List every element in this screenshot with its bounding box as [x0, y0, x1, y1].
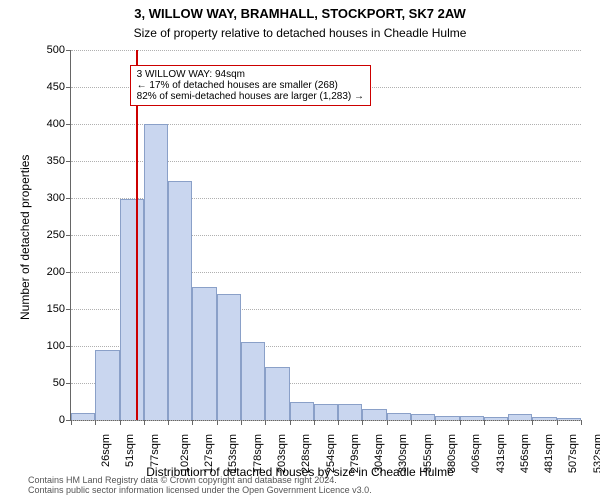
y-tick-label: 500 — [5, 44, 65, 56]
annot-line-3: 82% of semi-detached houses are larger (… — [137, 91, 364, 102]
y-tick-label: 100 — [5, 340, 65, 352]
y-tick-label: 150 — [5, 303, 65, 315]
y-tick-label: 400 — [5, 118, 65, 130]
histogram-bar — [265, 367, 289, 420]
histogram-bar — [95, 350, 119, 420]
x-tick-mark — [581, 420, 582, 425]
plot-area: 26sqm51sqm77sqm102sqm127sqm153sqm178sqm2… — [70, 50, 581, 421]
annot-line-1: 3 WILLOW WAY: 94sqm — [137, 69, 364, 80]
x-tick-mark — [314, 420, 315, 425]
y-tick-label: 450 — [5, 81, 65, 93]
histogram-bar — [144, 124, 168, 420]
histogram-bar — [411, 414, 435, 420]
x-tick-mark — [338, 420, 339, 425]
y-tick-mark — [66, 124, 71, 125]
histogram-bar — [460, 416, 484, 420]
histogram-bar — [484, 417, 508, 420]
x-tick-mark — [290, 420, 291, 425]
x-tick-mark — [217, 420, 218, 425]
histogram-bar — [314, 404, 338, 420]
x-tick-mark — [508, 420, 509, 425]
y-tick-mark — [66, 50, 71, 51]
y-tick-mark — [66, 383, 71, 384]
x-tick-mark — [557, 420, 558, 425]
y-tick-label: 200 — [5, 266, 65, 278]
x-tick-mark — [532, 420, 533, 425]
y-tick-label: 50 — [5, 377, 65, 389]
x-tick-mark — [241, 420, 242, 425]
histogram-bar — [532, 417, 556, 420]
x-tick-mark — [387, 420, 388, 425]
chart-container: 3, WILLOW WAY, BRAMHALL, STOCKPORT, SK7 … — [0, 0, 600, 500]
title-address: 3, WILLOW WAY, BRAMHALL, STOCKPORT, SK7 … — [0, 6, 600, 21]
x-tick-mark — [460, 420, 461, 425]
histogram-bar — [338, 404, 362, 420]
x-tick-mark — [192, 420, 193, 425]
x-tick-mark — [71, 420, 72, 425]
histogram-bar — [435, 416, 459, 420]
histogram-bar — [71, 413, 95, 420]
footer-line-2: Contains public sector information licen… — [28, 486, 372, 496]
histogram-bar — [362, 409, 386, 420]
x-tick-mark — [484, 420, 485, 425]
histogram-bar — [387, 413, 411, 420]
histogram-bar — [192, 287, 216, 420]
annotation-box: 3 WILLOW WAY: 94sqm ← 17% of detached ho… — [130, 65, 371, 106]
y-tick-mark — [66, 198, 71, 199]
y-tick-mark — [66, 272, 71, 273]
x-tick-mark — [362, 420, 363, 425]
x-tick-label: 51sqm — [124, 434, 136, 467]
x-tick-mark — [95, 420, 96, 425]
histogram-bar — [290, 402, 314, 421]
y-tick-label: 250 — [5, 229, 65, 241]
x-tick-mark — [265, 420, 266, 425]
histogram-bar — [508, 414, 532, 420]
y-tick-mark — [66, 346, 71, 347]
grid-line — [71, 50, 581, 51]
histogram-bar — [120, 199, 144, 420]
annot-line-2: ← 17% of detached houses are smaller (26… — [137, 80, 364, 91]
x-tick-label: 26sqm — [100, 434, 112, 467]
footer-attribution: Contains HM Land Registry data © Crown c… — [28, 476, 372, 496]
y-tick-label: 350 — [5, 155, 65, 167]
grid-line — [71, 420, 581, 421]
y-tick-label: 0 — [5, 414, 65, 426]
y-tick-mark — [66, 161, 71, 162]
x-tick-mark — [144, 420, 145, 425]
histogram-bar — [241, 342, 265, 420]
y-tick-mark — [66, 87, 71, 88]
x-tick-mark — [411, 420, 412, 425]
y-tick-mark — [66, 309, 71, 310]
y-tick-mark — [66, 235, 71, 236]
x-tick-label: 77sqm — [149, 434, 161, 467]
histogram-bar — [168, 181, 192, 420]
x-tick-mark — [120, 420, 121, 425]
title-subtitle: Size of property relative to detached ho… — [0, 26, 600, 40]
y-tick-label: 300 — [5, 192, 65, 204]
histogram-bar — [217, 294, 241, 420]
histogram-bar — [557, 418, 581, 420]
x-tick-mark — [168, 420, 169, 425]
x-tick-mark — [435, 420, 436, 425]
